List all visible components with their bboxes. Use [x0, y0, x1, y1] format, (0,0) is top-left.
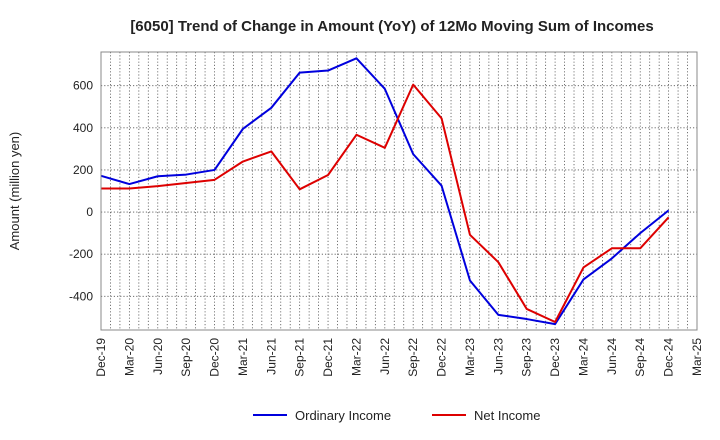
x-tick-label: Dec-21: [321, 338, 335, 377]
y-tick-label: 400: [73, 121, 93, 135]
x-tick-label: Mar-25: [690, 338, 704, 376]
x-tick-label: Jun-22: [378, 338, 392, 375]
y-tick-label: 200: [73, 163, 93, 177]
x-tick-label: Jun-21: [264, 338, 278, 375]
x-tick-label: Mar-24: [576, 338, 590, 376]
x-tick-label: Dec-22: [435, 338, 449, 377]
x-tick-label: Dec-23: [548, 338, 562, 377]
x-tick-label: Mar-21: [236, 338, 250, 376]
x-tick-label: Sep-21: [293, 338, 307, 377]
y-tick-label: 0: [86, 205, 93, 219]
x-tick-label: Jun-20: [151, 338, 165, 375]
x-tick-label: Sep-20: [179, 338, 193, 377]
y-tick-label: -200: [69, 247, 93, 261]
y-tick-label: 600: [73, 79, 93, 93]
x-axis: Dec-19 Mar-20 Jun-20 Sep-20 Dec-20 Mar-21 Jun-…: [94, 338, 704, 377]
x-tick-label: Dec-20: [208, 338, 222, 377]
y-tick-label: -400: [69, 289, 93, 303]
x-tick-label: Sep-23: [520, 338, 534, 377]
legend: Ordinary Income Net Income: [253, 408, 540, 423]
y-axis: -400 -200 0 200 400 600: [69, 79, 93, 304]
grid: [101, 52, 697, 330]
x-tick-label: Mar-22: [349, 338, 363, 376]
x-tick-label: Sep-22: [406, 338, 420, 377]
x-tick-label: Jun-23: [491, 338, 505, 375]
series-lines: [100, 57, 670, 326]
chart-title: [6050] Trend of Change in Amount (YoY) o…: [130, 18, 653, 35]
legend-ordinary-income-label: Ordinary Income: [295, 408, 391, 423]
y-axis-label: Amount (million yen): [7, 132, 22, 251]
x-tick-label: Dec-19: [94, 338, 108, 377]
plot-border: [100, 51, 698, 331]
x-tick-label: Dec-24: [662, 338, 676, 377]
x-tick-label: Mar-20: [122, 338, 136, 376]
x-tick-label: Jun-24: [605, 338, 619, 375]
x-tick-label: Mar-23: [463, 338, 477, 376]
x-tick-label: Sep-24: [633, 338, 647, 377]
plot-area: [101, 52, 697, 330]
legend-net-income-label: Net Income: [474, 408, 540, 423]
